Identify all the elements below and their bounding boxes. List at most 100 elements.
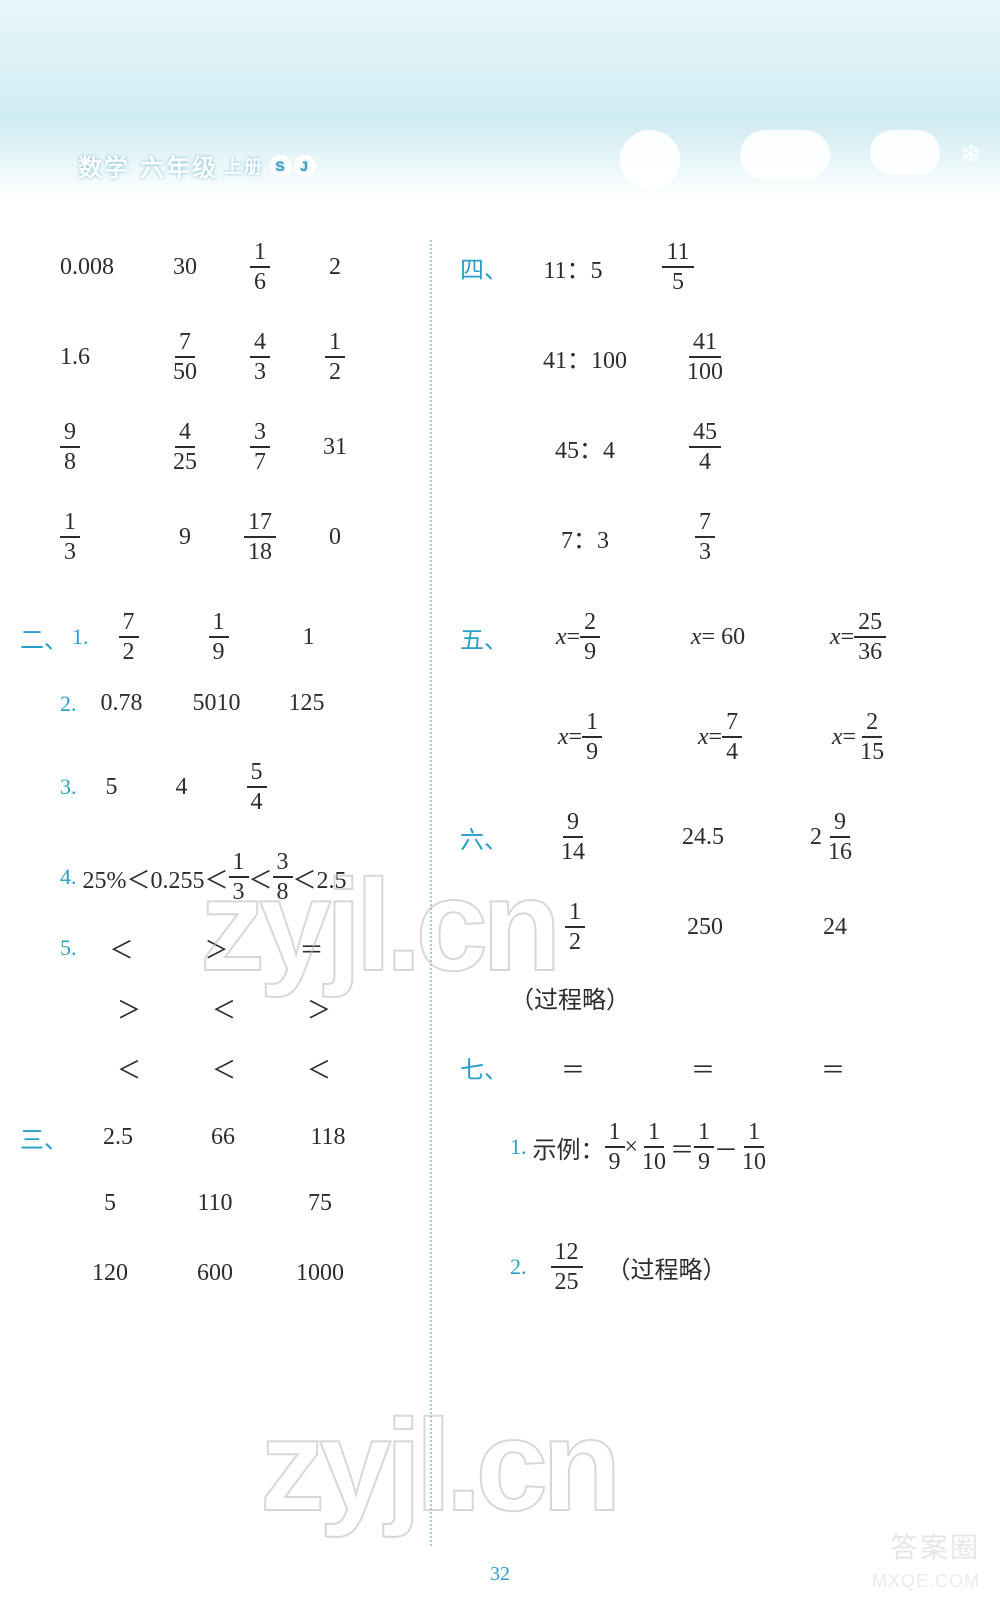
value: 37 — [220, 420, 300, 474]
value: x = 60 — [648, 624, 788, 651]
footer-watermark: MXQE.COM — [872, 1571, 980, 1592]
value: 5 — [60, 1190, 160, 1217]
value: x = 2536 — [788, 610, 928, 664]
grid-row: 1.6 750 43 12 — [60, 330, 420, 384]
item-row: 45：4 454 — [510, 420, 960, 474]
value: 2916 — [768, 810, 898, 864]
value: 1.6 — [60, 344, 150, 371]
value: 11：5 — [508, 250, 638, 285]
value: 600 — [160, 1260, 270, 1287]
value: 16 — [220, 240, 300, 294]
cloud-icon — [870, 130, 940, 175]
value: 38 — [273, 850, 293, 904]
grid-row: 98 425 37 31 — [60, 420, 420, 474]
value: 2 — [300, 254, 370, 281]
page-header: ❄ 数学 六年级 上册 S J — [0, 0, 1000, 200]
term-label: 上册 — [224, 153, 264, 179]
value: 73 — [660, 510, 750, 564]
section-label: 二、 — [20, 620, 68, 655]
value: 1718 — [220, 510, 300, 564]
header-title: 数学 六年级 上册 S J — [78, 148, 316, 183]
value: 72 — [89, 610, 169, 664]
value: 914 — [508, 810, 638, 864]
grid-row: 13 9 1718 0 — [60, 510, 420, 564]
value: ＝ — [638, 1050, 768, 1085]
watermark: zyjl.cn — [260, 1390, 615, 1540]
badge-j: J — [294, 155, 316, 177]
item-row: 2. 0.78 5010 125 — [60, 690, 420, 717]
item-label: 1. — [510, 1134, 527, 1160]
value: 5010 — [167, 690, 267, 717]
value: 1 — [269, 624, 349, 651]
item-row: ＜ ＜ ＜ — [84, 1050, 420, 1085]
value: 4 — [147, 774, 217, 801]
value: 7：3 — [510, 520, 660, 555]
item-row: 5 110 75 — [60, 1190, 420, 1217]
value: x = 19 — [510, 710, 650, 764]
value: 110 — [638, 1120, 670, 1174]
value: 12 — [510, 900, 640, 954]
value: 118 — [278, 1124, 378, 1151]
value: ＝ — [508, 1050, 638, 1085]
value: 19 — [694, 1120, 714, 1174]
value: 125 — [267, 690, 347, 717]
value: ＜ — [77, 930, 167, 965]
item-row: ＞ ＜ ＞ — [84, 990, 420, 1025]
value: 120 — [60, 1260, 160, 1287]
item-row: 5. ＜ ＞ ＝ — [60, 930, 420, 965]
item-row: 4. 25%＜0.255＜ 13 ＜ 38 ＜2.5 — [60, 850, 420, 904]
item-row: 7：3 73 — [510, 510, 960, 564]
value: 66 — [168, 1124, 278, 1151]
value: 0.008 — [60, 254, 150, 281]
value: 43 — [220, 330, 300, 384]
item-label: 4. — [60, 864, 77, 890]
value: 98 — [60, 420, 150, 474]
section-2: 二、 1. 72 19 1 — [20, 610, 420, 664]
value: ＝ — [267, 930, 357, 965]
item-row: 41：100 41100 — [510, 330, 960, 384]
subject-label: 数学 — [78, 148, 130, 183]
item-label: 2. — [60, 691, 77, 717]
item-label: 2. — [510, 1254, 527, 1280]
value: 115 — [638, 240, 718, 294]
value: 41100 — [660, 330, 750, 384]
value: ＞ — [274, 990, 364, 1025]
item-row: 12 250 24 — [510, 900, 960, 954]
value: 110 — [738, 1120, 770, 1174]
cloud-icon — [740, 130, 830, 180]
item-label: 3. — [60, 774, 77, 800]
text: （过程略） — [510, 980, 630, 1015]
value: 454 — [660, 420, 750, 474]
value: ＜ — [174, 990, 274, 1025]
value: 45：4 — [510, 430, 660, 465]
value: 1000 — [270, 1260, 370, 1287]
text: 示例： — [533, 1130, 605, 1165]
section-label: 六、 — [460, 820, 508, 855]
column-divider — [430, 240, 432, 1546]
value: 13 — [60, 510, 150, 564]
value: ＞ — [167, 930, 267, 965]
cloud-icon — [620, 130, 680, 190]
value: 24 — [770, 914, 900, 941]
text: ＜ — [249, 860, 273, 895]
note: （过程略） — [510, 980, 960, 1015]
value: 13 — [229, 850, 249, 904]
text: ＝ — [670, 1130, 694, 1165]
snowflake-icon: ❄ — [960, 140, 982, 170]
value: ＜ — [84, 1050, 174, 1085]
section-label: 四、 — [460, 250, 508, 285]
section-6: 六、 914 24.5 2916 — [460, 810, 960, 864]
value: 250 — [640, 914, 770, 941]
value: x = 29 — [508, 610, 648, 664]
item-row: 3. 5 4 54 — [60, 760, 420, 814]
value: 0 — [300, 524, 370, 551]
text: ＜2.5 — [293, 860, 347, 895]
section-4: 四、 11：5 115 — [460, 240, 960, 294]
section-label: 三、 — [20, 1120, 68, 1155]
value: 30 — [150, 254, 220, 281]
section-label: 五、 — [460, 620, 508, 655]
value: 110 — [160, 1190, 270, 1217]
section-7: 七、 ＝ ＝ ＝ — [460, 1050, 960, 1085]
value: x = 74 — [650, 710, 790, 764]
edition-badge: S J — [270, 155, 316, 177]
